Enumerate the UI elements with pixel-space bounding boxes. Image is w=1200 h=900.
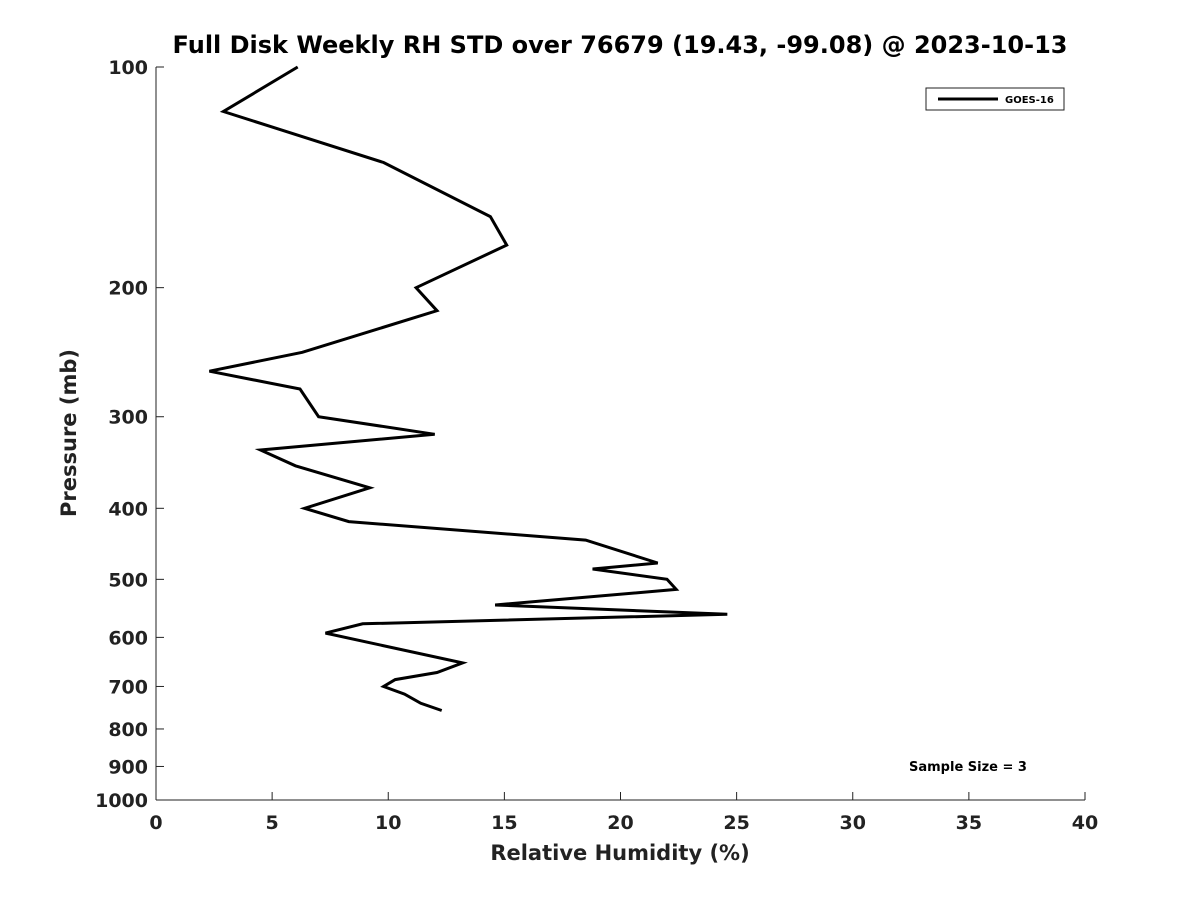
- y-tick-label: 100: [108, 57, 148, 79]
- series-layer: [209, 65, 728, 712]
- legend-label-goes16: GOES-16: [1005, 95, 1054, 106]
- y-tick-label: 900: [108, 756, 148, 778]
- legend: GOES-16: [925, 87, 1065, 111]
- x-tick-label: 30: [840, 812, 866, 834]
- sample-size-annotation: Sample Size = 3: [909, 760, 1027, 775]
- x-tick-label: 10: [375, 812, 401, 834]
- y-tick-label: 300: [108, 407, 148, 429]
- x-axis-label: Relative Humidity (%): [490, 841, 749, 865]
- y-axis-label: Pressure (mb): [57, 349, 81, 517]
- series-line-0: [209, 65, 728, 712]
- plot-area: [156, 67, 1085, 800]
- y-axis-ticks: 100 200 300 400 500 600 700 800 900 1000: [95, 57, 164, 812]
- y-tick-label: 800: [108, 719, 148, 741]
- y-tick-label: 200: [108, 278, 148, 300]
- chart-title: Full Disk Weekly RH STD over 76679 (19.4…: [173, 31, 1068, 59]
- y-tick-label: 500: [108, 569, 148, 591]
- x-tick-label: 5: [266, 812, 279, 834]
- y-tick-label: 700: [108, 676, 148, 698]
- x-tick-label: 20: [607, 812, 633, 834]
- x-tick-label: 40: [1072, 812, 1098, 834]
- x-tick-label: 35: [956, 812, 982, 834]
- x-tick-label: 15: [491, 812, 517, 834]
- x-axis-ticks: 0 5 10 15 20 25 30 35 40: [149, 792, 1098, 834]
- y-tick-label: 1000: [95, 790, 148, 812]
- y-tick-label: 600: [108, 627, 148, 649]
- y-tick-label: 400: [108, 498, 148, 520]
- x-tick-label: 25: [723, 812, 749, 834]
- x-tick-label: 0: [149, 812, 162, 834]
